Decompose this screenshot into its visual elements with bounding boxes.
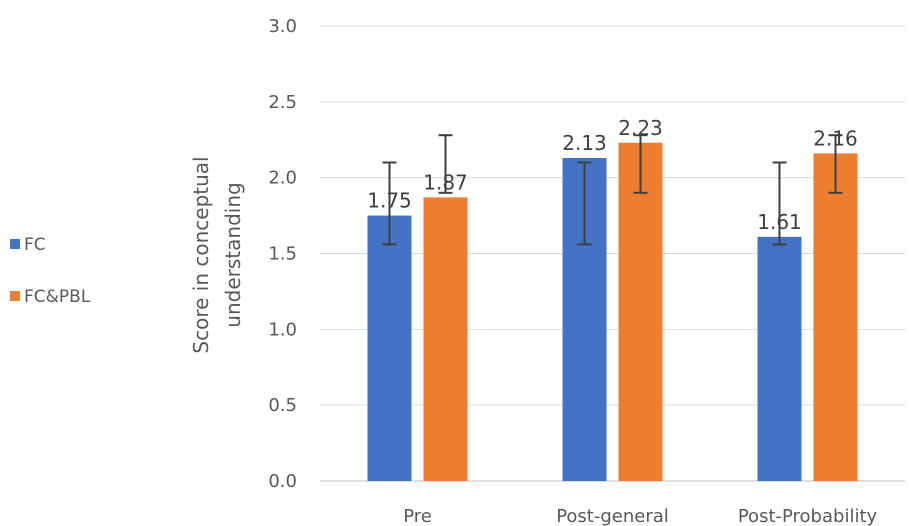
bars: 1.75 1.87 2.13 2.23 1.61 2.16: [367, 116, 858, 482]
legend-label-fc: FC: [24, 235, 46, 255]
bar-fc-0: [367, 215, 412, 482]
y-axis-label-line2: understanding: [221, 182, 245, 327]
y-tick-label: 2.0: [268, 168, 297, 189]
data-label: 1.87: [423, 170, 468, 194]
y-axis-ticks: 0.0 0.5 1.0 1.5 2.0 2.5 3.0: [268, 16, 297, 492]
data-label: 2.13: [562, 131, 607, 155]
legend-swatch-fc: [10, 239, 20, 249]
y-tick-label: 1.0: [268, 319, 297, 340]
bar-fcpbl-1: [618, 142, 663, 482]
bar-fc-2: [757, 236, 802, 481]
y-tick-label: 1.5: [268, 244, 297, 265]
gridlines: [320, 25, 905, 482]
bar-fcpbl-2: [813, 153, 858, 481]
legend-label-fcpbl: FC&PBL: [24, 287, 91, 307]
data-label: 2.16: [813, 126, 858, 150]
x-tick-label: Post-Probability: [738, 506, 878, 526]
y-tick-label: 0.0: [268, 471, 297, 492]
y-tick-label: 3.0: [268, 16, 297, 37]
bar-fcpbl-0: [423, 197, 468, 481]
data-label: 1.61: [757, 210, 802, 234]
data-label: 2.23: [618, 116, 663, 140]
y-tick-label: 2.5: [268, 92, 297, 113]
x-axis-ticks: Pre Post-general Post-Probability: [403, 506, 877, 526]
legend-swatch-fcpbl: [10, 291, 20, 301]
y-tick-label: 0.5: [268, 395, 297, 416]
x-tick-label: Post-general: [556, 506, 669, 526]
data-label: 1.75: [367, 189, 412, 213]
legend: FC FC&PBL: [10, 235, 91, 307]
x-tick-label: Pre: [403, 506, 432, 526]
y-axis-label-line1: Score in conceptual: [189, 156, 213, 353]
